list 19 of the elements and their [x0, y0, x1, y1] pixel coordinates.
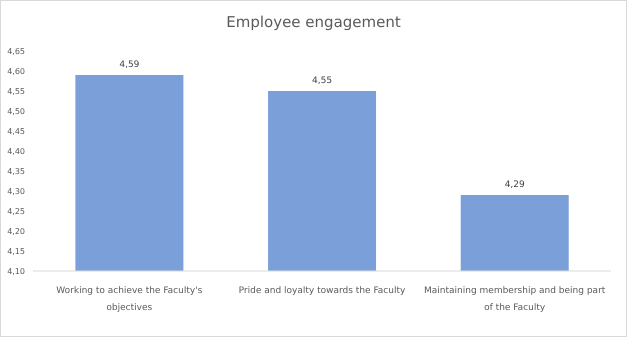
x-tick-label: Working to achieve the Faculty's objectives — [56, 286, 203, 313]
chart-title: Employee engagement — [225, 13, 402, 31]
x-tick-label: Pride and loyalty towards the Faculty — [238, 286, 406, 296]
data-label: 4,29 — [504, 180, 526, 190]
y-tick-label: 4,65 — [7, 46, 25, 56]
y-tick-label: 4,10 — [7, 266, 25, 276]
y-tick-label: 4,30 — [7, 186, 25, 196]
data-label: 4,59 — [119, 60, 140, 70]
y-tick-label: 4,50 — [7, 106, 25, 116]
y-tick-label: 4,35 — [7, 166, 25, 176]
y-tick-label: 4,55 — [7, 86, 25, 96]
y-tick-label: 4,20 — [7, 226, 25, 236]
data-label: 4,55 — [312, 76, 332, 86]
y-tick-label: 4,25 — [7, 206, 25, 216]
x-tick-label: Maintaining membership and being part of the Faculty — [424, 286, 606, 313]
y-tick-label: 4,45 — [7, 126, 25, 136]
y-tick-label: 4,40 — [7, 146, 25, 156]
y-tick-label: 4,15 — [7, 246, 25, 256]
y-tick-label: 4,60 — [7, 66, 25, 76]
